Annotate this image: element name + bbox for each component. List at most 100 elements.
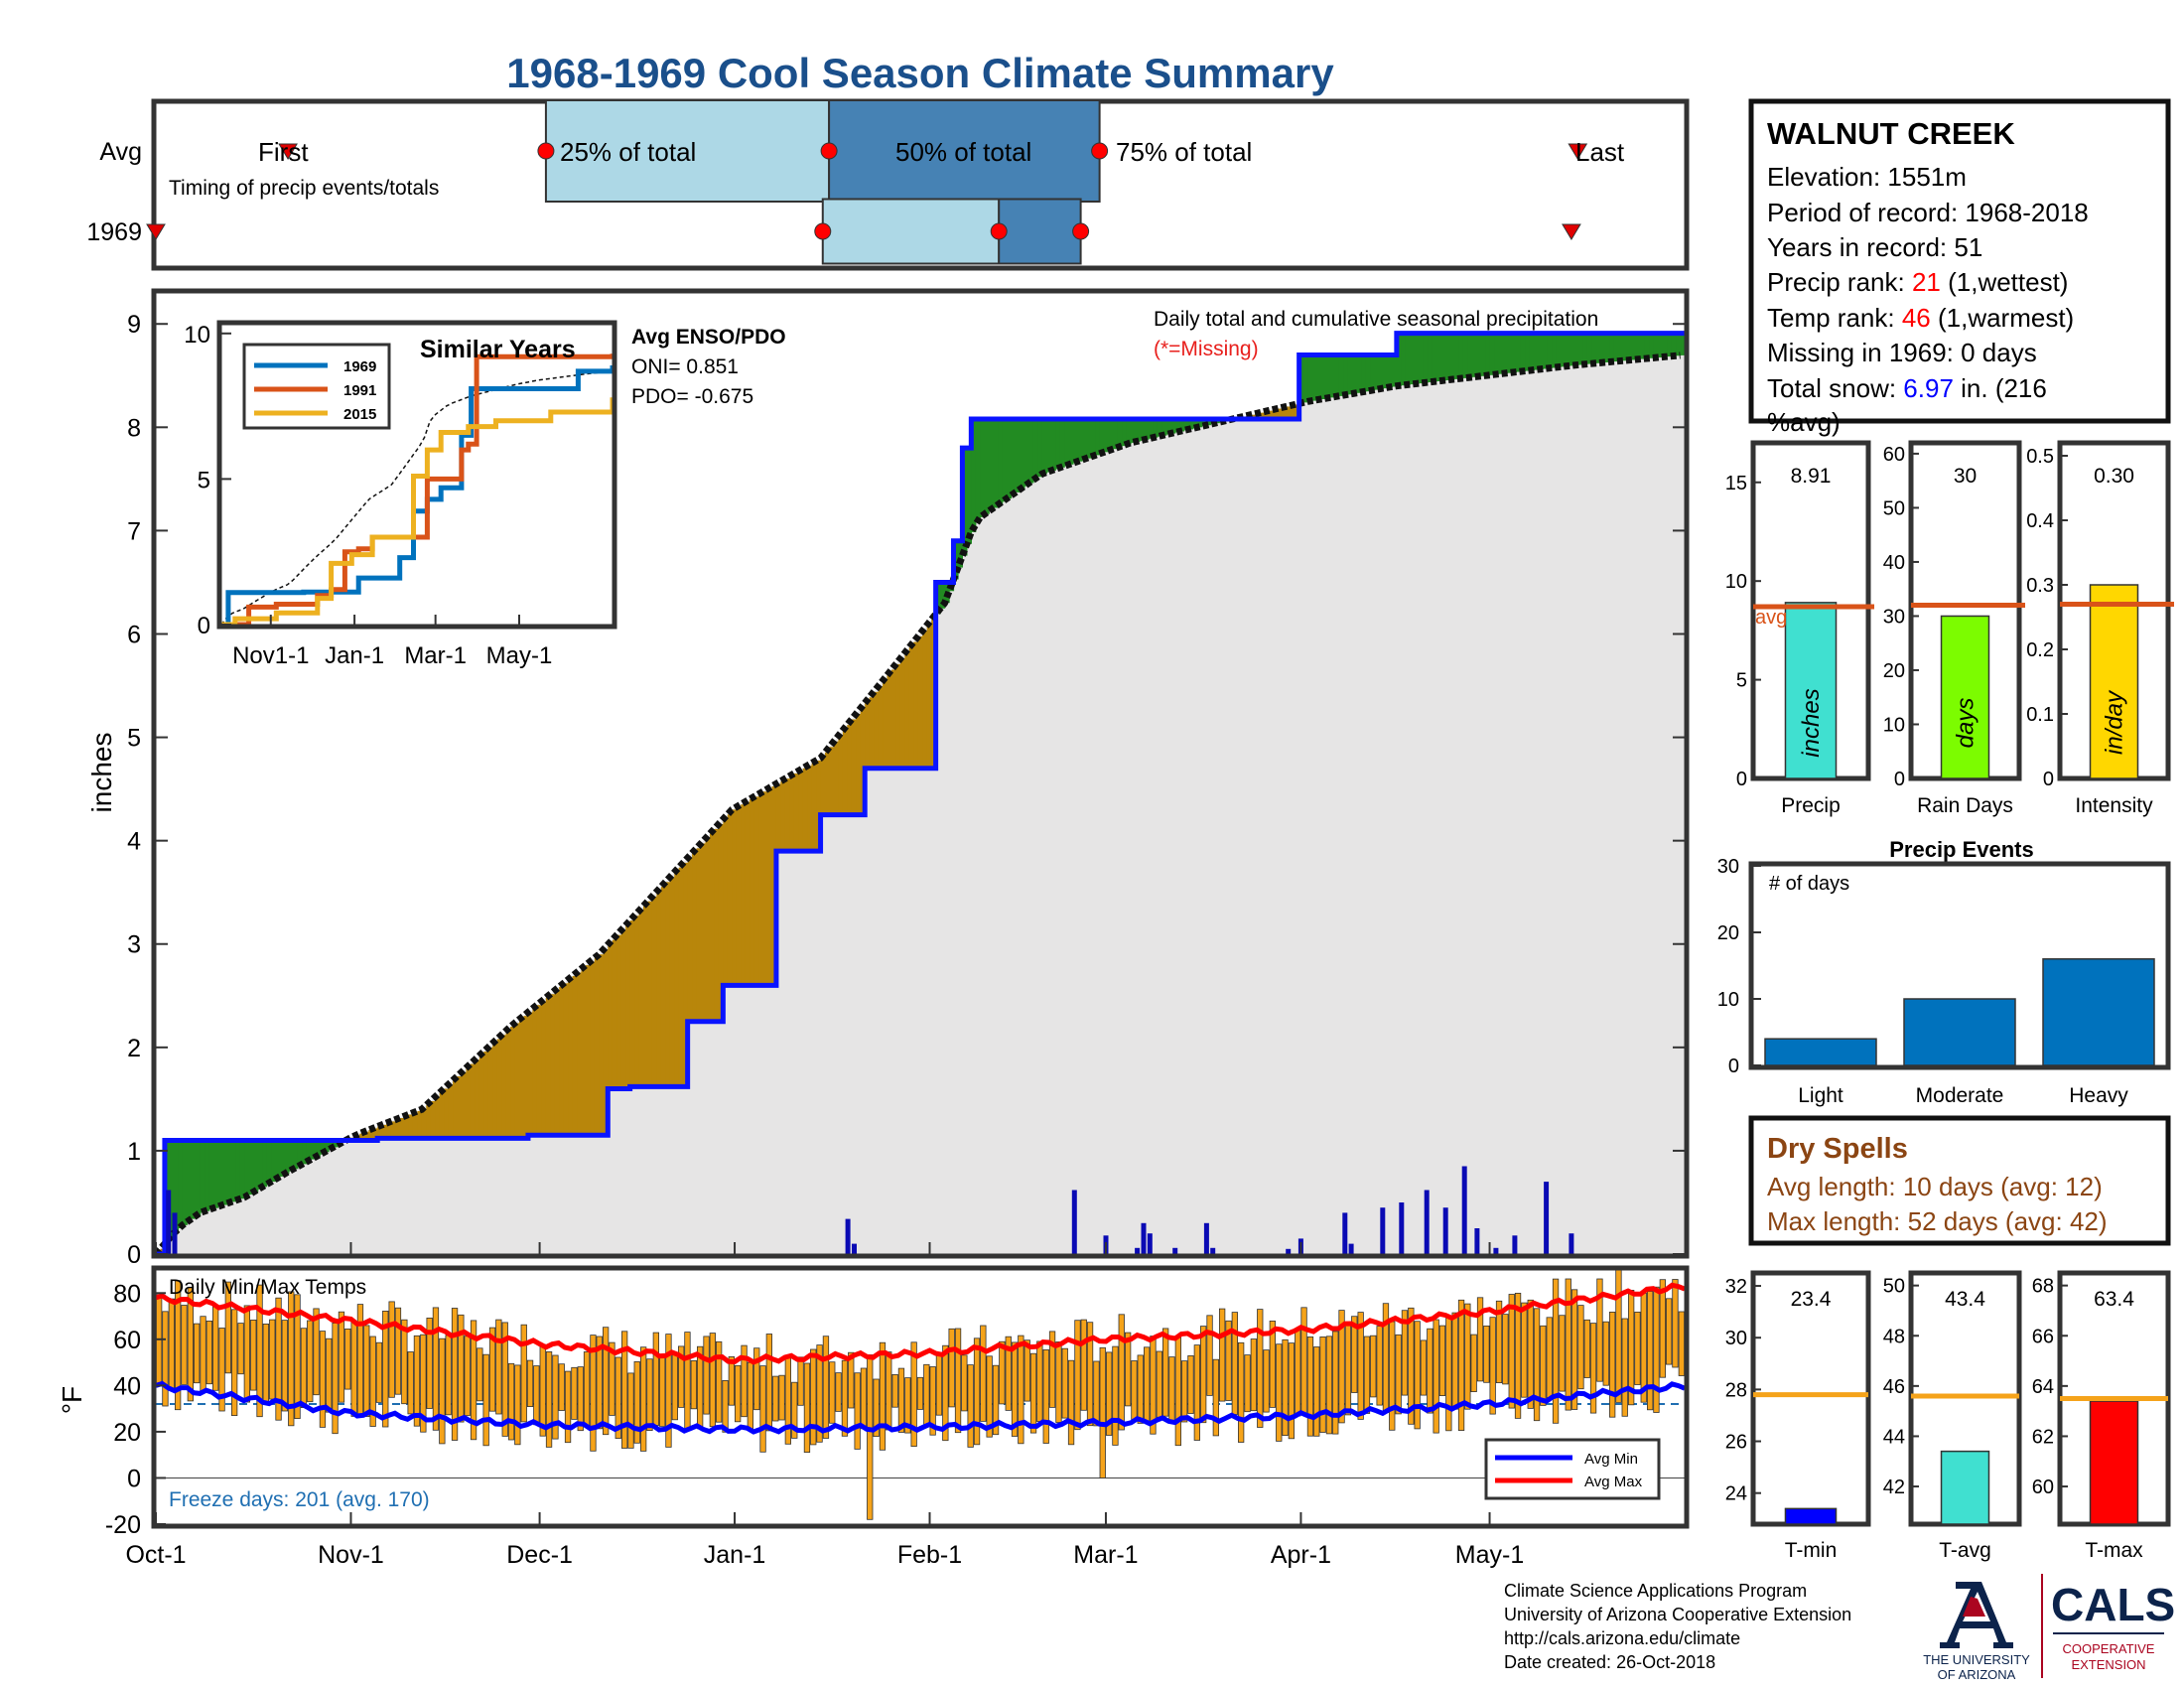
above-avg-fill [293,1140,299,1170]
precip-rank-value: 21 [1912,267,1941,297]
daily-temp-bar [1408,1307,1415,1425]
below-avg-fill [834,741,840,815]
above-avg-fill [1432,333,1437,382]
daily-temp-bar [439,1337,446,1445]
temp-summary-tick-label: 32 [1725,1276,1747,1298]
above-avg-fill [1068,419,1074,465]
daily-temp-bar [684,1332,691,1431]
above-avg-fill [1507,333,1513,373]
daily-temp-bar [810,1348,817,1446]
ua-line-2: OF ARIZONA [1938,1667,2016,1682]
above-avg-fill [1148,419,1154,439]
below-avg-fill [590,961,596,1136]
daily-temp-bar [1457,1299,1465,1432]
precip-y-axis: 0 1 2 3 4 5 6 7 8 9 [127,311,1685,1269]
above-avg-fill [311,1140,317,1160]
daily-precip-bar [1286,1248,1292,1254]
daily-temp-bar [1042,1349,1049,1444]
above-avg-fill [1458,333,1464,379]
daily-temp-bar [1621,1318,1628,1417]
total-snow-suffix-2: %avg) [1767,407,1841,437]
above-avg-fill [302,1140,308,1165]
above-avg-fill [1099,419,1105,454]
above-avg-fill [1556,333,1562,367]
above-avg-fill [1140,419,1146,441]
daily-temp-bar [1395,1334,1402,1415]
daily-temp-bar [948,1328,955,1408]
above-avg-fill [1205,419,1211,426]
above-avg-fill [1561,333,1567,367]
daily-temp-bar [961,1354,968,1412]
daily-temp-bar [514,1364,521,1446]
below-avg-fill [660,887,666,1087]
legend-avg-max-label: Avg Max [1584,1474,1643,1490]
daily-temp-bar [1319,1336,1326,1433]
above-avg-fill [984,419,990,514]
daily-temp-bar [1583,1319,1590,1378]
above-avg-fill [1445,333,1451,380]
below-avg-fill [895,663,901,769]
precip-events-tick-label: 20 [1717,922,1739,944]
station-elevation: Elevation: 1551m [1767,162,1967,192]
above-avg-fill [248,1140,254,1196]
below-avg-fill [883,680,888,769]
below-avg-fill [381,1124,387,1139]
daily-temp-bar [1306,1336,1314,1437]
daily-temp-bar [1137,1354,1144,1424]
above-avg-fill [1059,419,1065,468]
daily-temp-bar [603,1327,610,1436]
station-name: WALNUT CREEK [1767,116,2015,151]
daily-temp-bar [1029,1352,1037,1434]
above-avg-fill [1144,419,1150,440]
arizona-a-icon [1940,1582,2013,1648]
above-avg-fill [1379,354,1385,389]
daily-temp-bar [1131,1360,1138,1420]
daily-temp-bar [1666,1298,1673,1365]
above-avg-fill [266,1140,272,1185]
above-avg-fill [280,1140,286,1177]
daily-temp-bar [1325,1336,1333,1435]
daily-precip-bar [1342,1212,1348,1254]
daily-temp-bar [609,1341,615,1416]
below-avg-fill [625,925,631,1089]
above-avg-fill [1392,354,1398,387]
below-avg-fill [908,647,914,769]
station-period: Period of record: 1968-2018 [1767,198,2089,227]
daily-temp-bar [1263,1349,1270,1413]
daily-temp-bar [1495,1300,1503,1384]
above-avg-fill [940,582,946,609]
daily-temp-bar [1489,1317,1496,1415]
precip-events-chart: Precip Events Light Moderate Heavy3020100 … [1717,837,2171,1107]
above-avg-fill [1032,419,1038,481]
daily-temp-bar [879,1341,887,1451]
below-avg-fill [701,843,707,1022]
temp-rank-suffix: (1,warmest) [1931,303,2074,333]
above-avg-fill [182,1140,188,1225]
above-avg-fill [208,1140,214,1210]
below-avg-fill [1286,406,1292,419]
daily-temp-bar [1344,1324,1352,1416]
below-avg-fill [825,752,831,815]
below-avg-fill [1259,412,1265,419]
dry-spells-box: Dry Spells Avg length: 10 days (avg: 12)… [1748,1115,2171,1246]
daily-temp-bar [488,1327,496,1412]
temp-rank: Temp rank: 46 (1,warmest) [1767,303,2074,333]
above-avg-fill [244,1140,250,1197]
daily-temp-bar [1357,1312,1364,1420]
daily-temp-bar [690,1360,697,1410]
legend-1991-label: 1991 [343,382,376,399]
summary-unit-0: inches [1798,688,1825,757]
daily-temp-bar [1476,1297,1484,1382]
above-avg-fill [1192,419,1198,429]
daily-temp-bar [1024,1339,1030,1402]
precip-y-tick-label: 3 [127,931,141,959]
daily-precip-bar [1380,1207,1386,1254]
above-avg-fill [1635,333,1641,359]
above-avg-fill [222,1140,228,1205]
daily-temp-bar [784,1356,791,1445]
below-avg-fill [616,934,622,1089]
temp-summary-tick-label: 66 [2032,1326,2054,1347]
daily-temp-bar [168,1298,176,1391]
